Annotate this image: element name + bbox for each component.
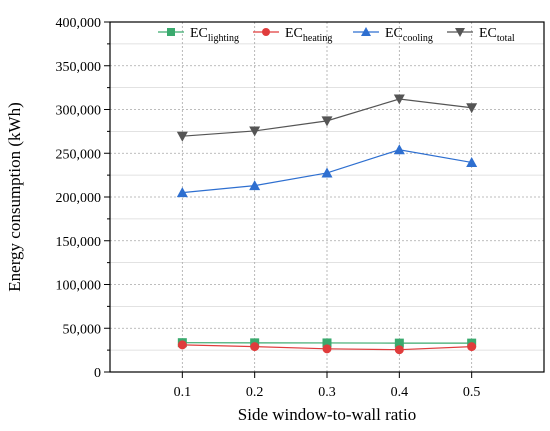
data-point-cooling [249, 180, 261, 191]
data-point-cooling [176, 187, 188, 198]
y-tick-label: 150,000 [56, 235, 102, 250]
plot-series [176, 94, 478, 355]
legend-label-base: EC [285, 26, 303, 41]
data-point-heating [467, 342, 477, 352]
legend-label: ECtotal [479, 26, 515, 44]
legend-item-cooling: ECcooling [353, 26, 433, 44]
legend-marker [262, 28, 270, 36]
legend: EClighting ECheating ECcooling ECtotal [158, 26, 515, 44]
data-point-total [393, 94, 405, 105]
data-point-total [176, 131, 188, 142]
data-point-cooling [393, 144, 405, 155]
data-point-heating [177, 340, 187, 350]
legend-label-base: EC [385, 26, 403, 41]
legend-marker [361, 27, 371, 36]
y-tick-label: 0 [94, 366, 101, 381]
legend-label: ECcooling [385, 26, 433, 44]
y-tick-label: 300,000 [56, 104, 102, 119]
data-point-total [466, 103, 478, 114]
x-tick-label: 0.5 [463, 385, 481, 400]
y-tick-label: 250,000 [56, 147, 102, 162]
series-cooling [176, 144, 478, 198]
legend-marker [455, 28, 465, 37]
axis-ticks: 0 50,000 100,000 150,000 200,000 250,000 300,0… [56, 16, 481, 400]
data-point-cooling [321, 167, 333, 178]
data-point-lighting [394, 338, 404, 348]
legend-label: ECheating [285, 26, 332, 44]
legend-label-base: EC [479, 26, 497, 41]
legend-label-subscript: total [497, 33, 515, 44]
y-tick-label: 200,000 [56, 191, 102, 206]
legend-item-heating: ECheating [253, 26, 332, 44]
y-tick-label: 350,000 [56, 60, 102, 75]
data-point-total [321, 116, 333, 127]
legend-label-subscript: lighting [208, 33, 239, 44]
data-point-heating [394, 345, 404, 355]
x-tick-label: 0.1 [174, 385, 192, 400]
data-point-heating [322, 344, 332, 354]
series-heating [177, 340, 477, 355]
y-tick-label: 100,000 [56, 279, 102, 294]
x-tick-label: 0.4 [391, 385, 409, 400]
data-point-cooling [466, 156, 478, 167]
y-axis-title: Energy consumption (kWh) [5, 102, 24, 291]
data-point-heating [250, 342, 260, 352]
x-tick-label: 0.2 [246, 385, 264, 400]
grid-lines [110, 22, 544, 372]
data-point-lighting [322, 338, 332, 348]
x-tick-label: 0.3 [318, 385, 336, 400]
legend-label-subscript: cooling [403, 33, 433, 44]
data-point-total [249, 126, 261, 137]
y-tick-label: 400,000 [56, 16, 102, 31]
x-axis-title: Side window-to-wall ratio [238, 405, 416, 424]
legend-marker [167, 28, 175, 36]
y-tick-label: 50,000 [63, 322, 102, 337]
series-total [176, 94, 478, 142]
legend-label-base: EC [190, 26, 208, 41]
legend-label-subscript: heating [303, 33, 332, 44]
legend-item-lighting: EClighting [158, 26, 239, 44]
legend-label: EClighting [190, 26, 239, 44]
legend-item-total: ECtotal [447, 26, 515, 44]
